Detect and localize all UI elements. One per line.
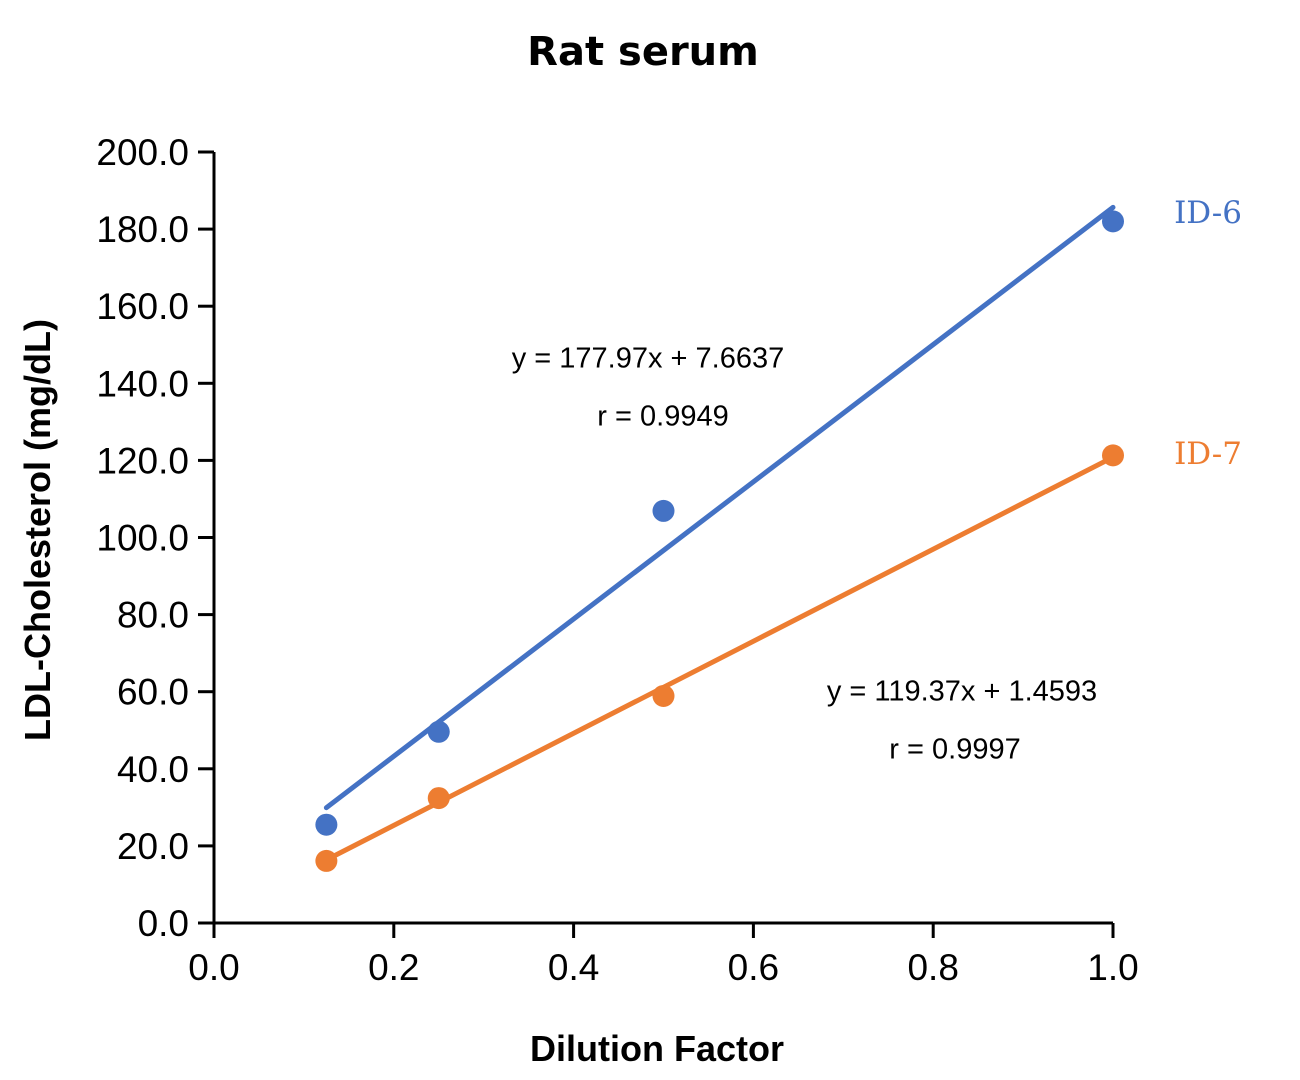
data-point-id-7 [1102, 444, 1124, 467]
y-axis-tick-label: 120.0 [96, 440, 189, 481]
correlation-label-id7: r = 0.9997 [889, 733, 1021, 766]
x-axis-tick-label: 0.2 [368, 947, 419, 988]
data-point-id-7 [315, 849, 338, 872]
x-axis-tick-label: 0.8 [907, 947, 958, 988]
data-point-id-6 [427, 720, 450, 743]
x-axis-tick-label: 0.6 [728, 947, 779, 988]
y-axis-tick-label: 80.0 [117, 595, 189, 636]
data-point-id-7 [427, 787, 450, 810]
data-point-id-6 [1102, 210, 1124, 233]
y-axis-tick-label: 40.0 [117, 749, 189, 790]
y-axis-title: LDL-Cholesterol (mg/dL) [17, 319, 58, 741]
y-axis-tick-label: 60.0 [117, 672, 189, 713]
trendline-id-7 [323, 454, 1116, 863]
y-axis-tick-label: 160.0 [96, 286, 189, 327]
trendline-id-6 [323, 204, 1116, 811]
chart-title: Rat serum [527, 29, 759, 75]
y-axis-tick-label: 20.0 [117, 826, 189, 867]
series-label-id7: ID-7 [1174, 436, 1242, 472]
series-label-id6: ID-6 [1174, 195, 1242, 231]
trendline-equation-id7: y = 119.37x + 1.4593 [826, 675, 1098, 708]
y-axis-tick-label: 100.0 [96, 517, 189, 558]
data-point-id-7 [652, 684, 675, 707]
y-axis-tick-label: 200.0 [96, 132, 189, 173]
y-axis-tick-label: 180.0 [96, 209, 189, 250]
x-axis-title: Dilution Factor [530, 1028, 784, 1069]
x-axis-tick-label: 1.0 [1087, 947, 1138, 988]
y-axis-tick-label: 0.0 [138, 903, 189, 944]
x-axis-tick-label: 0.4 [548, 947, 599, 988]
data-point-id-6 [315, 813, 338, 836]
correlation-label-id6: r = 0.9949 [597, 400, 729, 433]
x-axis-tick-label: 0.0 [188, 947, 239, 988]
y-axis-tick-label: 140.0 [96, 363, 189, 404]
trendline-equation-id6: y = 177.97x + 7.6637 [511, 342, 785, 375]
data-point-id-6 [652, 499, 675, 522]
